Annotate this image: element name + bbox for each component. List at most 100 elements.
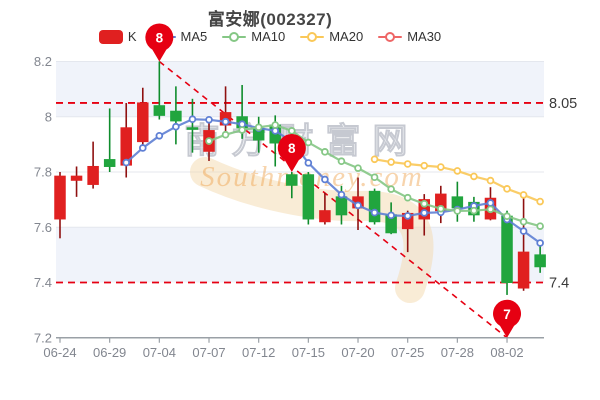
y-axis-labels: 8.2 8 7.8 7.6 7.4 7.2 [34, 54, 52, 345]
candle-06-24[interactable] [54, 175, 66, 220]
ma5-marker [221, 117, 230, 126]
candle-07-15[interactable] [302, 174, 315, 220]
ref-line-label: 7.4 [549, 276, 569, 292]
ma10-marker [486, 205, 495, 214]
ma10-marker [453, 207, 462, 215]
band [56, 61, 544, 117]
ma10-marker [304, 138, 313, 147]
ma-legend-swatch [378, 31, 403, 42]
ma20-marker [436, 163, 445, 171]
x-axis-label: 08-02 [490, 345, 523, 360]
legend-item-ma20[interactable]: MA20 [300, 29, 363, 44]
x-axis-label: 07-20 [341, 345, 374, 360]
candle-07-01[interactable] [137, 102, 149, 143]
x-axis-label: 07-12 [242, 345, 275, 360]
ma10-marker [470, 206, 478, 215]
legend-item-k[interactable]: K [98, 29, 137, 44]
ma10-marker [403, 193, 412, 202]
ma10-marker [205, 137, 213, 145]
ma20-marker [470, 172, 478, 181]
legend-item-ma10[interactable]: MA10 [222, 29, 285, 44]
balloon-pin [277, 134, 306, 172]
page-title: 富安娜(002327) [207, 10, 333, 29]
ma5-marker [122, 158, 131, 167]
ma20-marker [536, 197, 544, 206]
candlestick-legend-swatch [98, 29, 123, 44]
x-axis-label: 07-15 [292, 345, 325, 360]
balloon-label: 8 [288, 141, 296, 156]
trend-line [158, 60, 508, 339]
ma10-marker [321, 148, 329, 156]
y-axis-label: 7.4 [34, 275, 52, 290]
x-axis: 06-24 06-29 07-04 07-07 07-12 07-15 07-20 07-25… [43, 337, 544, 360]
candle-07-21[interactable] [368, 190, 381, 223]
x-axis-label: 07-07 [192, 345, 225, 360]
balloon-label: 7 [503, 307, 511, 322]
y-axis-label: 7.6 [34, 220, 52, 235]
ma20-line [370, 155, 544, 206]
ma10-marker [387, 185, 395, 193]
y-axis-label: 7.8 [34, 165, 52, 180]
candle-06-29[interactable] [103, 159, 116, 167]
ma20-marker [453, 167, 462, 175]
legend-item-ma30[interactable]: MA30 [378, 29, 441, 44]
ma10-marker [420, 199, 429, 208]
candle-08-02[interactable] [501, 215, 513, 283]
candle-08-03[interactable] [517, 251, 530, 289]
legend-label: MA10 [251, 29, 286, 44]
candle-07-05[interactable] [170, 110, 182, 122]
x-axis-label: 06-24 [43, 345, 76, 360]
candle-07-06[interactable] [186, 127, 199, 130]
band [56, 227, 544, 283]
candle-07-18[interactable] [319, 210, 331, 223]
ma10-marker [271, 121, 280, 129]
y-axis-label: 8.2 [34, 54, 52, 69]
ma5-marker [486, 199, 495, 207]
ma5-marker [420, 209, 429, 217]
candle-07-04[interactable] [153, 105, 166, 116]
ma-legend-swatch [300, 31, 325, 42]
ma10-marker [536, 222, 544, 230]
balloon-label: 8 [156, 31, 164, 46]
ma10-marker [370, 173, 379, 182]
ma20-marker [387, 158, 395, 166]
ma5-marker [403, 212, 412, 220]
legend-label: MA5 [180, 29, 208, 44]
balloon-pin [145, 23, 174, 62]
ma10-marker [337, 157, 346, 166]
ref-line-label: 8.05 [549, 96, 577, 112]
ma-legend-swatch [222, 31, 247, 42]
ma5-marker [387, 211, 395, 220]
ma5-marker [138, 144, 147, 152]
price-bands [56, 61, 544, 283]
candle-07-19[interactable] [335, 196, 348, 216]
ma5-marker [155, 132, 164, 140]
candle-07-14[interactable] [286, 174, 298, 186]
x-axis-label: 07-28 [441, 345, 474, 360]
ma5-marker [370, 208, 379, 217]
ma5-marker [172, 122, 180, 131]
legend-label: MA20 [329, 29, 364, 44]
ma5-marker [536, 239, 544, 247]
ma5-marker [304, 159, 313, 167]
candle-08-04[interactable] [534, 254, 546, 268]
ma5-marker [188, 115, 197, 124]
ma5-marker [337, 190, 346, 199]
ma10-marker [519, 217, 528, 226]
x-axis-label: 06-29 [93, 345, 126, 360]
ma5-marker [321, 175, 329, 184]
ma20-marker [519, 191, 528, 199]
candle-06-28[interactable] [87, 165, 99, 185]
ma5-marker [205, 115, 213, 124]
candle-06-27[interactable] [70, 175, 83, 181]
x-axis-label: 07-25 [391, 345, 424, 360]
legend-label: K [127, 29, 137, 44]
ma10-marker [254, 123, 263, 132]
y-axis-label: 8 [45, 109, 52, 124]
ma20-marker [486, 176, 495, 185]
ma5-marker [519, 227, 528, 235]
ma10-marker [238, 126, 246, 134]
y-axis-label: 7.2 [34, 330, 52, 345]
